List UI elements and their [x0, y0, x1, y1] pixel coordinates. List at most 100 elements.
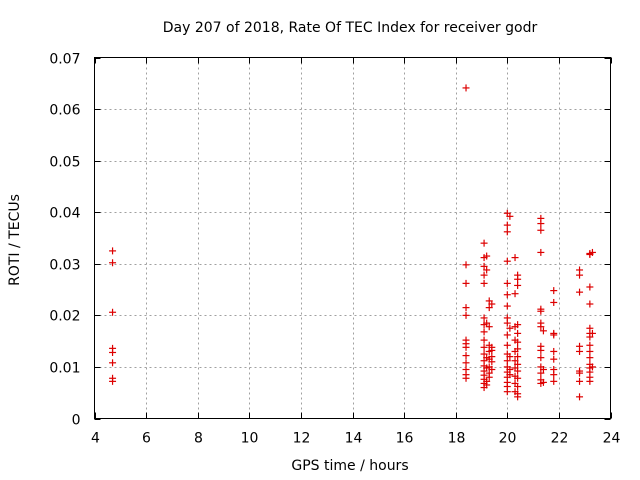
- data-point: [511, 254, 519, 262]
- x-tick-label: 4: [91, 431, 100, 447]
- data-point: [588, 329, 596, 337]
- data-point: [480, 279, 488, 287]
- data-point: [576, 393, 584, 401]
- data-point: [537, 248, 545, 256]
- y-tick-label: 0.01: [49, 361, 80, 377]
- data-point: [480, 336, 488, 344]
- data-point: [550, 287, 558, 295]
- data-point: [109, 377, 117, 385]
- data-point: [109, 308, 117, 316]
- data-point: [537, 220, 545, 228]
- x-tick-label: 18: [448, 431, 466, 447]
- y-tick-label: 0.07: [49, 52, 80, 68]
- data-point: [550, 371, 558, 379]
- data-point: [514, 393, 522, 401]
- data-point: [503, 257, 511, 265]
- data-point: [483, 266, 491, 274]
- data-point: [488, 366, 496, 374]
- y-tick-label: 0.05: [49, 155, 80, 171]
- data-point: [550, 331, 558, 339]
- data-point: [488, 346, 496, 354]
- data-point: [586, 347, 594, 355]
- data-point: [488, 300, 496, 308]
- data-point: [586, 341, 594, 349]
- data-point: [483, 252, 491, 260]
- plot-frame: [94, 57, 611, 419]
- data-point: [537, 346, 545, 354]
- data-point: [462, 304, 470, 312]
- x-tick-label: 20: [499, 431, 517, 447]
- y-tick-label: 0.02: [49, 309, 80, 325]
- data-point: [514, 383, 522, 391]
- data-points: [109, 84, 596, 401]
- x-tick-label: 16: [396, 431, 414, 447]
- x-tick-label: 8: [194, 431, 203, 447]
- data-point: [537, 354, 545, 362]
- data-point: [109, 348, 117, 356]
- data-point: [539, 366, 547, 374]
- chart-title: Day 207 of 2018, Rate Of TEC Index for r…: [163, 20, 538, 36]
- data-point: [576, 271, 584, 279]
- data-point: [514, 345, 522, 353]
- data-point: [514, 338, 522, 346]
- y-tick-labels: 0 0.01 0.02 0.03 0.04 0.05 0.06 0.07: [49, 52, 80, 429]
- data-point: [488, 358, 496, 366]
- x-tick-label: 12: [293, 431, 311, 447]
- data-point: [462, 359, 470, 367]
- data-point: [576, 377, 584, 385]
- data-point: [586, 354, 594, 362]
- data-point: [503, 228, 511, 236]
- data-point: [503, 388, 511, 396]
- x-tick-label: 10: [241, 431, 259, 447]
- data-point: [503, 319, 511, 327]
- data-point: [514, 367, 522, 375]
- data-point: [480, 239, 488, 247]
- y-tick-label: 0.06: [49, 103, 80, 119]
- data-point: [462, 374, 470, 382]
- data-point: [480, 328, 488, 336]
- data-point: [480, 350, 488, 358]
- data-point: [550, 355, 558, 363]
- data-point: [586, 283, 594, 291]
- data-point: [576, 288, 584, 296]
- data-point: [576, 347, 584, 355]
- data-point: [550, 377, 558, 385]
- data-point: [586, 377, 594, 385]
- data-point: [480, 343, 488, 351]
- data-point: [480, 262, 488, 270]
- data-point: [462, 279, 470, 287]
- x-tick-label: 22: [551, 431, 569, 447]
- data-point: [537, 307, 545, 315]
- data-point: [576, 369, 584, 377]
- data-point: [539, 327, 547, 335]
- data-point: [514, 374, 522, 382]
- data-point: [462, 311, 470, 319]
- grid-lines: [94, 57, 611, 419]
- x-axis-label: GPS time / hours: [291, 458, 408, 474]
- y-tick-label: 0.04: [49, 206, 80, 222]
- data-point: [485, 304, 493, 312]
- y-tick-label: 0.03: [49, 258, 80, 274]
- data-point: [539, 378, 547, 386]
- data-point: [586, 333, 594, 341]
- data-point: [503, 302, 511, 310]
- data-point: [537, 323, 545, 331]
- data-point: [588, 363, 596, 371]
- x-tick-label: 24: [603, 431, 621, 447]
- data-point: [485, 373, 493, 381]
- y-axis-label: ROTI / TECUs: [7, 194, 23, 286]
- data-point: [586, 300, 594, 308]
- data-point: [506, 324, 514, 332]
- data-point: [514, 360, 522, 368]
- data-point: [485, 323, 493, 331]
- data-point: [480, 271, 488, 279]
- data-point: [503, 279, 511, 287]
- data-point: [503, 331, 511, 339]
- data-point: [483, 381, 491, 389]
- data-point: [109, 247, 117, 255]
- data-point: [514, 281, 522, 289]
- x-tick-label: 14: [345, 431, 363, 447]
- y-tick-label: 0: [72, 413, 81, 429]
- data-point: [506, 212, 514, 220]
